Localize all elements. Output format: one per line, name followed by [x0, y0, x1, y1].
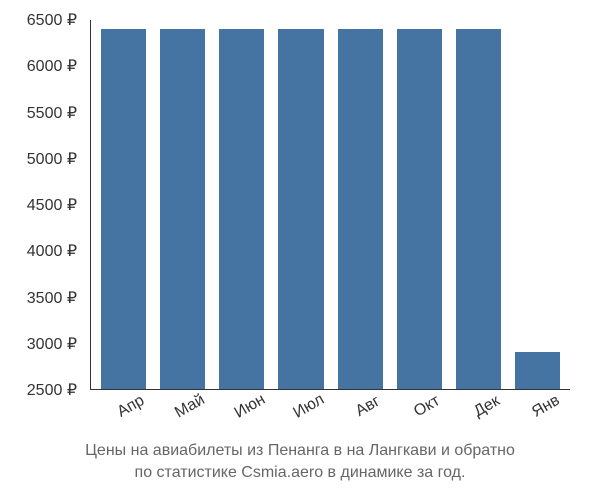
y-tick-label: 4000 ₽	[27, 241, 77, 261]
bar	[397, 29, 442, 389]
y-axis: 6500 ₽6000 ₽5500 ₽5000 ₽4500 ₽4000 ₽3500…	[0, 20, 85, 390]
bar	[219, 29, 264, 389]
y-tick-label: 4500 ₽	[27, 195, 77, 215]
x-axis: АпрМайИюнИюлАвгОктДекЯнв	[90, 392, 570, 418]
bar	[101, 29, 146, 389]
caption-line-2: по статистике Csmia.aero в динамике за г…	[0, 462, 600, 484]
bar	[456, 29, 501, 389]
chart-caption: Цены на авиабилеты из Пенанга в на Лангк…	[0, 440, 600, 485]
y-tick-label: 5500 ₽	[27, 103, 77, 123]
chart-area	[90, 20, 570, 390]
bar	[160, 29, 205, 389]
y-tick-label: 6000 ₽	[27, 56, 77, 76]
caption-line-1: Цены на авиабилеты из Пенанга в на Лангк…	[0, 440, 600, 462]
y-tick-label: 3500 ₽	[27, 288, 77, 308]
y-tick-label: 3000 ₽	[27, 334, 77, 354]
bar	[278, 29, 323, 389]
y-tick-label: 2500 ₽	[27, 380, 77, 400]
y-tick-label: 6500 ₽	[27, 10, 77, 30]
y-tick-label: 5000 ₽	[27, 149, 77, 169]
bar	[338, 29, 383, 389]
bars-container	[91, 20, 570, 389]
